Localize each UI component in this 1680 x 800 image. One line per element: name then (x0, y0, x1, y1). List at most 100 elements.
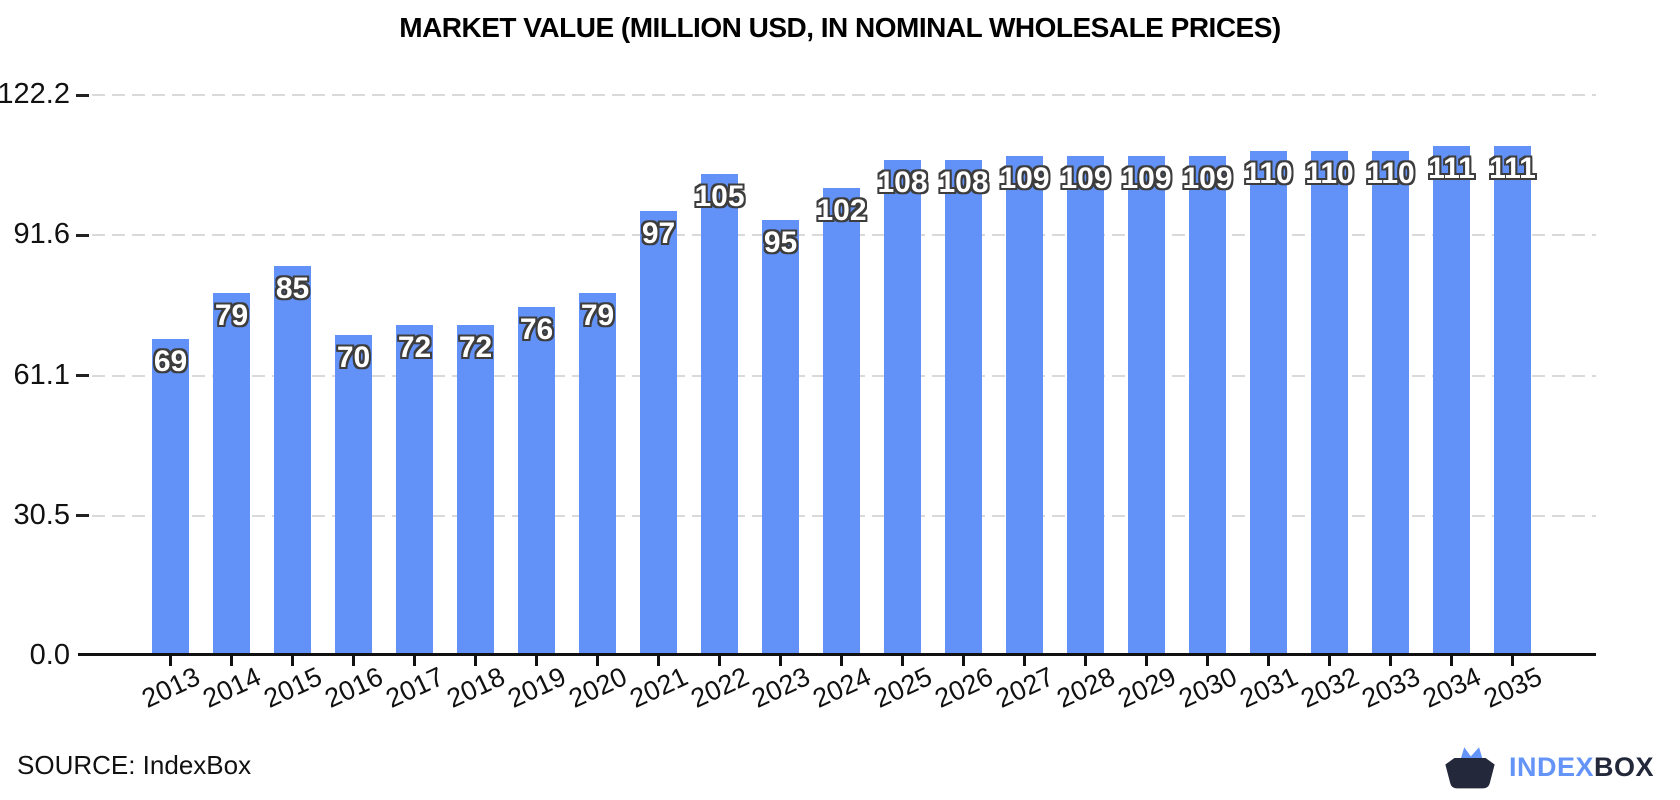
bar-2019 (518, 307, 555, 655)
source-label: SOURCE: IndexBox (17, 750, 252, 780)
x-axis-tick-2016 (352, 656, 355, 666)
bar-value-label-2023: 95 (763, 225, 798, 259)
x-axis-tick-2028 (1084, 656, 1087, 666)
x-axis-label-2017: 2017 (380, 661, 448, 714)
x-axis-tick-2034 (1450, 656, 1453, 666)
bar-2015 (274, 265, 311, 655)
bar-value-label-2017: 72 (397, 331, 432, 365)
bar-value-label-2032: 110 (1305, 157, 1354, 190)
gridline-122.2 (92, 94, 1596, 96)
bar-value-label-2035: 111 (1489, 152, 1536, 186)
bar-value-label-2030: 109 (1182, 161, 1233, 195)
x-axis-label-2034: 2034 (1417, 661, 1485, 714)
bar-value-label-2021: 97 (641, 216, 676, 250)
bar-value-label-2031: 110 (1244, 157, 1293, 190)
bar-2014 (213, 293, 250, 655)
x-axis-tick-2022 (718, 656, 721, 666)
x-axis-label-2026: 2026 (929, 661, 997, 714)
bar-value-label-2024: 102 (816, 193, 867, 227)
y-axis-tick-91.6 (76, 233, 89, 237)
bar-2028 (1067, 155, 1104, 655)
x-axis-tick-2013 (169, 656, 172, 666)
x-axis-tick-2027 (1023, 656, 1026, 666)
bar-value-label-2028: 109 (1060, 161, 1111, 195)
x-axis-tick-2033 (1389, 656, 1392, 666)
y-axis-tick-30.5 (76, 514, 89, 518)
bar-value-label-2020: 79 (580, 299, 615, 333)
x-axis-label-2013: 2013 (136, 661, 204, 714)
x-axis-tick-2026 (962, 656, 965, 666)
chart-title: MARKET VALUE (MILLION USD, IN NOMINAL WH… (399, 12, 1281, 43)
x-axis-label-2020: 2020 (563, 661, 631, 714)
x-axis-label-2019: 2019 (502, 661, 570, 714)
x-axis-tick-2024 (840, 656, 843, 666)
x-axis-tick-2018 (474, 656, 477, 666)
bar-2025 (884, 160, 921, 655)
bar-value-label-2025: 108 (877, 166, 928, 200)
x-axis-label-2031: 2031 (1234, 661, 1302, 714)
y-axis-label-91.6: 91.6 (13, 218, 70, 251)
x-axis-tick-2019 (535, 656, 538, 666)
y-axis-label-122.2: 122.2 (0, 78, 70, 110)
bar-2033 (1372, 151, 1409, 655)
x-axis-label-2033: 2033 (1356, 661, 1424, 714)
bar-2020 (579, 293, 616, 655)
x-axis-tick-2031 (1267, 656, 1270, 666)
bar-2023 (762, 219, 799, 655)
indexbox-logo-text: INDEXBOX (1509, 752, 1654, 783)
x-axis-label-2015: 2015 (258, 661, 326, 714)
x-axis-tick-2017 (413, 656, 416, 666)
bar-2013 (152, 339, 189, 655)
bar-2017 (396, 325, 433, 655)
indexbox-box-cat-icon (1445, 747, 1495, 789)
x-axis-label-2032: 2032 (1295, 661, 1363, 714)
y-axis-label-30.5: 30.5 (13, 498, 70, 531)
x-axis-tick-2020 (596, 656, 599, 666)
bar-2035 (1494, 146, 1531, 655)
bar-value-label-2016: 70 (336, 340, 371, 374)
x-axis-tick-2029 (1145, 656, 1148, 666)
x-axis-tick-2015 (291, 656, 294, 666)
bar-2027 (1006, 155, 1043, 655)
x-axis-label-2028: 2028 (1051, 661, 1119, 714)
indexbox-logo: INDEXBOX (1443, 744, 1654, 790)
y-axis-label-61.1: 61.1 (13, 358, 70, 391)
x-axis-label-2025: 2025 (868, 661, 936, 714)
bar-2032 (1311, 151, 1348, 655)
y-axis-tick-61.1 (76, 374, 89, 377)
x-axis-label-2027: 2027 (990, 661, 1058, 714)
logo-text-box: BOX (1593, 751, 1654, 782)
bar-value-label-2029: 109 (1121, 161, 1172, 195)
x-axis-line (78, 653, 1596, 656)
bar-2016 (335, 334, 372, 655)
bar-value-label-2013: 69 (153, 345, 188, 379)
bar-2034 (1433, 146, 1470, 655)
bar-2030 (1189, 155, 1226, 655)
logo-text-index: INDEX (1508, 751, 1594, 782)
bar-value-label-2018: 72 (458, 331, 493, 365)
x-axis-tick-2014 (230, 656, 233, 666)
bar-value-label-2022: 105 (694, 179, 745, 213)
bar-2018 (457, 325, 494, 655)
y-axis-tick-122.2 (76, 93, 89, 97)
x-axis-label-2021: 2021 (624, 661, 692, 714)
bar-2021 (640, 210, 677, 655)
x-axis-label-2018: 2018 (441, 661, 509, 714)
bar-2029 (1128, 155, 1165, 655)
bar-value-label-2033: 110 (1366, 157, 1415, 190)
y-axis-label-0.0: 0.0 (29, 639, 70, 671)
bar-value-label-2026: 108 (938, 166, 989, 200)
bar-2022 (701, 173, 738, 655)
bar-2031 (1250, 151, 1287, 655)
bar-value-label-2034: 111 (1428, 152, 1475, 186)
x-axis-label-2035: 2035 (1478, 661, 1546, 714)
bar-2024 (823, 187, 860, 655)
x-axis-label-2016: 2016 (319, 661, 387, 714)
x-axis-label-2024: 2024 (807, 661, 875, 714)
x-axis-label-2023: 2023 (746, 661, 814, 714)
x-axis-tick-2025 (901, 656, 904, 666)
bar-2026 (945, 160, 982, 655)
x-axis-tick-2030 (1206, 656, 1209, 666)
x-axis-tick-2035 (1511, 656, 1514, 666)
